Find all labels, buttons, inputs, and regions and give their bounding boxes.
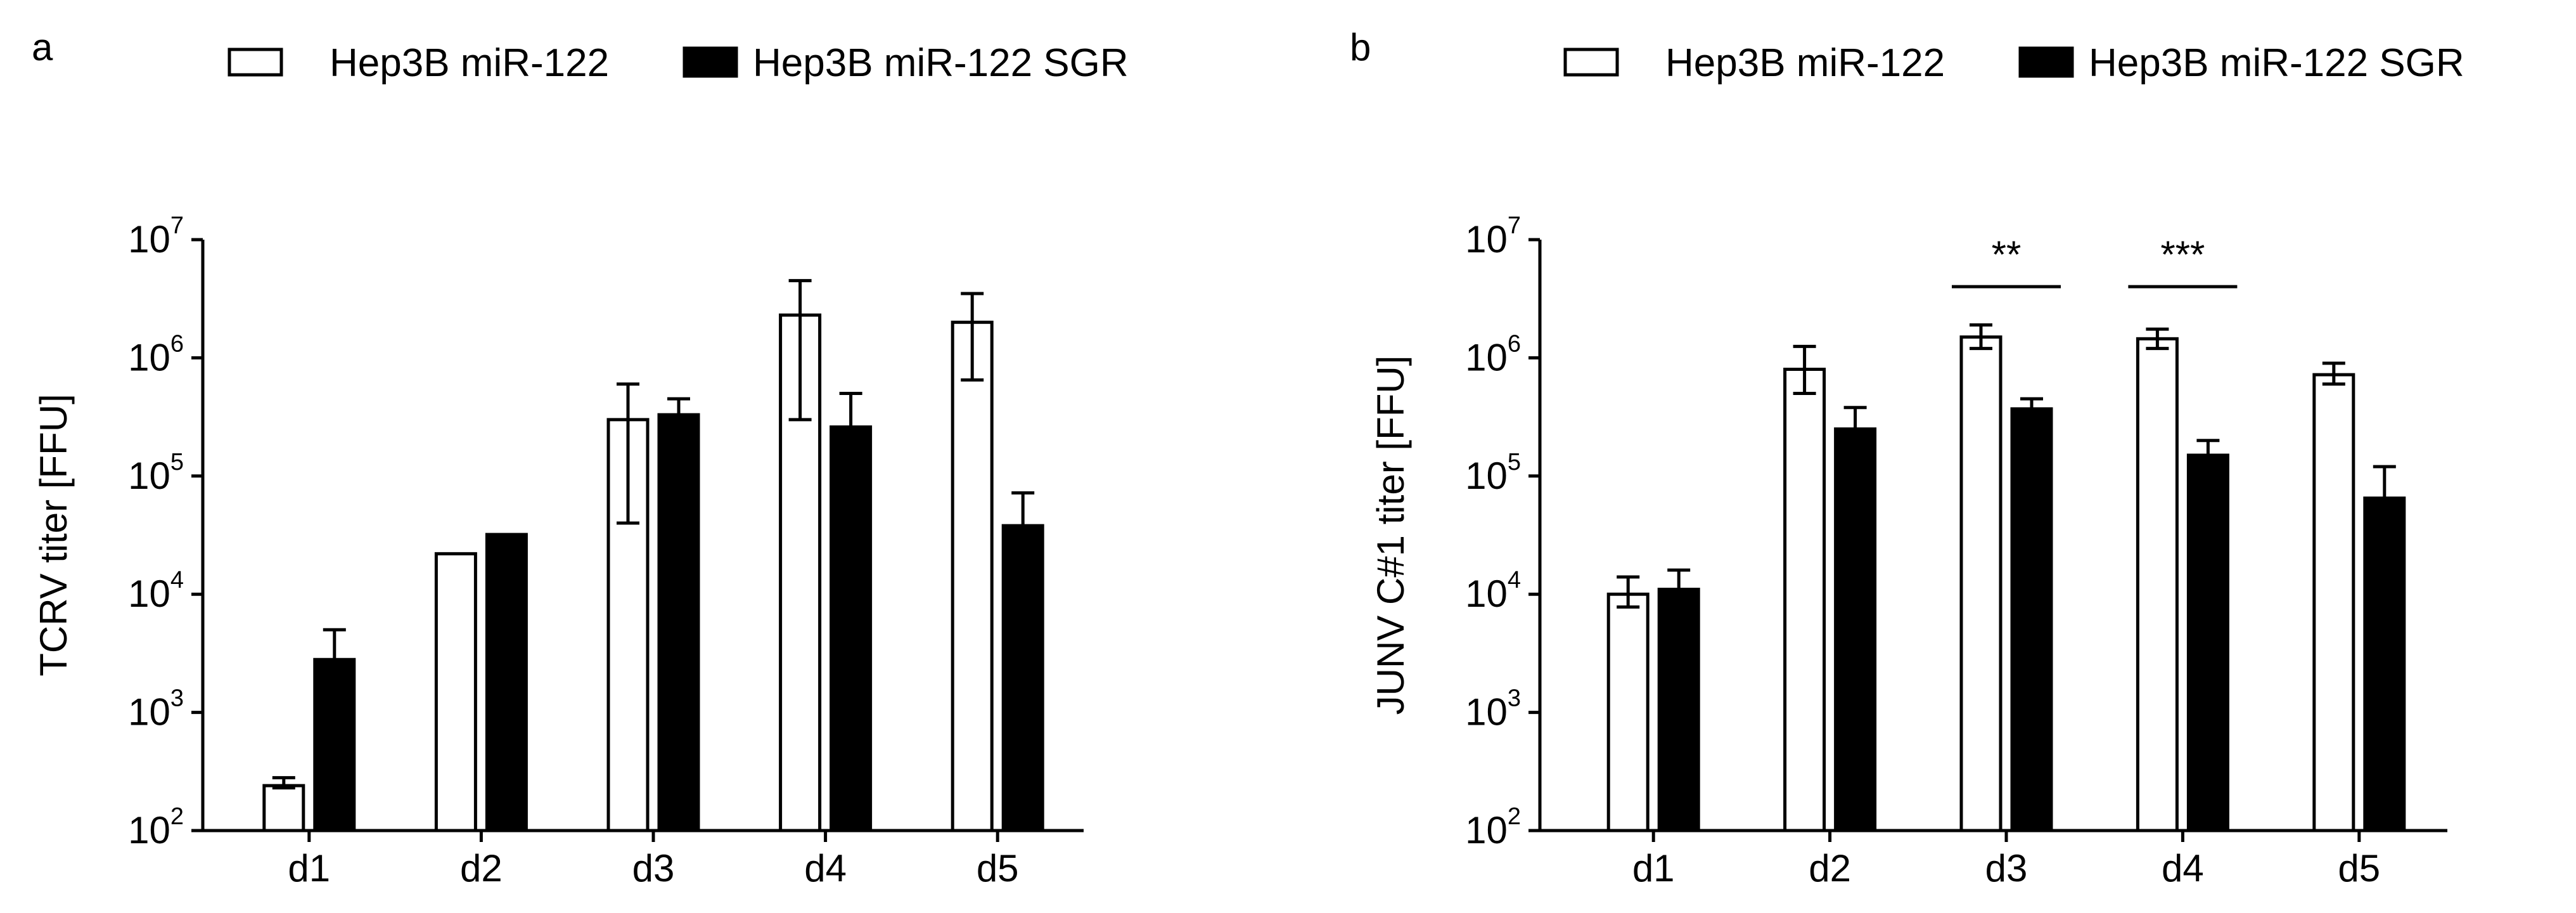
bar-filled <box>2010 407 2053 832</box>
x-tick-label: d4 <box>804 847 847 890</box>
bar-filled <box>2363 496 2406 832</box>
legend-swatch-filled <box>682 46 738 78</box>
x-tick-label: d3 <box>1985 847 2028 890</box>
bar-open <box>1606 592 1650 832</box>
bar-open <box>951 320 994 832</box>
legend-swatch-filled <box>2018 46 2074 78</box>
y-tick-label: 106 <box>1465 330 1521 379</box>
bar-filled <box>830 425 873 832</box>
bar-open <box>2136 337 2179 832</box>
bar-open <box>1783 367 1826 832</box>
bar-open <box>262 784 305 832</box>
bar-open <box>434 552 477 832</box>
bar-open <box>2312 373 2355 832</box>
bar-filled <box>313 657 356 832</box>
significance-label: *** <box>2160 233 2205 276</box>
legend: Hep3B miR-122 Hep3B miR-122 SGR <box>227 41 1129 85</box>
y-tick-label: 102 <box>1465 803 1521 851</box>
bar-filled <box>1834 427 1877 832</box>
x-tick-label: d1 <box>1632 847 1675 890</box>
y-tick-label: 105 <box>128 449 184 497</box>
bar-filled <box>657 413 700 832</box>
bar-filled <box>485 533 528 832</box>
y-tick-label: 105 <box>1465 449 1521 497</box>
bar-filled <box>1001 524 1044 832</box>
chart-panel-a: a Hep3B miR-122 Hep3B miR-122 SGR 102 103 104… <box>32 26 1129 890</box>
significance-label: ** <box>1992 233 2022 276</box>
x-tick-label: d2 <box>460 847 503 890</box>
legend-swatch-open <box>227 48 283 77</box>
x-tick-label: d4 <box>2162 847 2204 890</box>
legend-label: Hep3B miR-122 <box>330 41 609 85</box>
x-tick-label: d3 <box>632 847 675 890</box>
x-tick-label: d1 <box>288 847 330 890</box>
bar-open <box>1959 335 2002 832</box>
y-tick-label: 104 <box>1465 567 1521 615</box>
legend: Hep3B miR-122 Hep3B miR-122 SGR <box>1563 41 2464 85</box>
y-tick-label: 107 <box>1465 212 1521 261</box>
bar-filled <box>2186 453 2229 832</box>
y-tick-label: 104 <box>128 567 184 615</box>
panel-letter: a <box>32 26 53 68</box>
chart-panel-b: b Hep3B miR-122 Hep3B miR-122 SGR 102 103 104… <box>1350 26 2464 890</box>
y-axis-label: JUNV C#1 titer [FFU] <box>1369 356 1412 715</box>
bar-filled <box>1657 587 1700 832</box>
y-tick-label: 103 <box>1465 685 1521 734</box>
x-tick-label: d5 <box>977 847 1019 890</box>
panel-letter: b <box>1350 26 1371 68</box>
legend-label: Hep3B miR-122 <box>1665 41 1945 85</box>
x-tick-label: d2 <box>1809 847 1851 890</box>
legend-label: Hep3B miR-122 SGR <box>2089 41 2464 85</box>
y-axis-label: TCRV titer [FFU] <box>32 394 75 677</box>
y-tick-label: 107 <box>128 212 184 261</box>
x-tick-label: d5 <box>2338 847 2380 890</box>
legend-swatch-open <box>1563 48 1619 77</box>
y-tick-label: 103 <box>128 685 184 734</box>
y-tick-label: 102 <box>128 803 184 851</box>
y-tick-label: 106 <box>128 330 184 379</box>
legend-label: Hep3B miR-122 SGR <box>753 41 1129 85</box>
